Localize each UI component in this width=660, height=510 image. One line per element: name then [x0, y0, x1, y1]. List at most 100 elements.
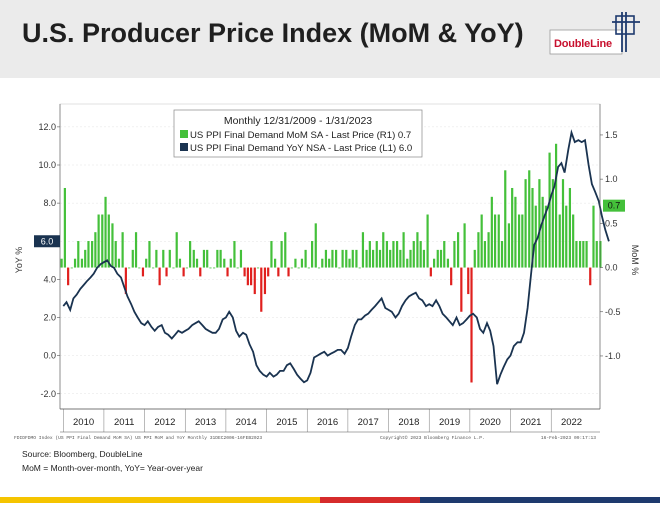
mom-bar	[277, 267, 280, 277]
page-title: U.S. Producer Price Index (MoM & YoY)	[22, 18, 524, 48]
x-tick-label: 2020	[480, 417, 501, 428]
mom-bar	[422, 249, 426, 268]
mom-bar	[253, 267, 256, 295]
bloomberg-footer-right: 16-Feb-2023 09:17:13	[541, 435, 596, 441]
mom-bar	[477, 232, 480, 268]
mom-bar	[375, 241, 378, 268]
right-tick-label: -0.5	[605, 307, 621, 317]
mom-bar	[158, 267, 161, 286]
mom-bar	[141, 267, 145, 277]
mom-bar	[582, 241, 585, 268]
mom-bar	[70, 267, 73, 269]
x-tick-label: 2012	[154, 417, 175, 428]
mom-bar	[385, 241, 389, 268]
mom-bar	[219, 249, 222, 268]
mom-bar	[599, 241, 602, 268]
legend: Monthly 12/31/2009 - 1/31/2023 US PPI Fi…	[173, 109, 423, 158]
mom-bar	[246, 267, 249, 286]
mom-bar	[287, 267, 290, 277]
mom-bar	[572, 214, 575, 268]
mom-bar	[73, 258, 77, 268]
stripe-yellow	[0, 497, 320, 503]
mom-bar	[314, 223, 317, 268]
mom-bar	[463, 223, 466, 268]
mom-bar	[101, 214, 104, 268]
mom-bar	[432, 258, 436, 268]
mom-bar	[402, 232, 405, 268]
mom-bar	[97, 214, 100, 268]
legend-swatch-yoy	[180, 143, 188, 151]
right-tick-label: -1.0	[605, 351, 621, 361]
mom-bar	[256, 267, 260, 269]
mom-bar	[263, 267, 267, 295]
last-yoy-marker: 6.0	[34, 235, 60, 248]
stripe-navy	[420, 497, 660, 503]
mom-bar	[209, 267, 212, 269]
mom-bar	[233, 241, 236, 268]
mom-bar	[365, 249, 368, 268]
mom-bar	[406, 258, 409, 268]
mom-bar	[470, 267, 473, 383]
mom-bar	[300, 258, 304, 268]
mom-bar	[334, 249, 338, 268]
mom-bar	[117, 258, 121, 268]
mom-bar	[348, 258, 351, 268]
mom-bar	[412, 241, 415, 268]
mom-bar	[490, 196, 493, 268]
mom-bar	[473, 249, 476, 268]
mom-bar	[128, 267, 131, 269]
mom-bar	[439, 249, 443, 268]
mom-bar	[77, 241, 80, 268]
stripe-red	[320, 497, 420, 503]
mom-bar	[561, 179, 565, 268]
mom-bar	[524, 179, 527, 268]
mom-bar	[351, 249, 354, 268]
y-axis-right-label: MoM %	[630, 245, 640, 276]
mom-bar	[361, 232, 365, 268]
mom-bar	[338, 267, 341, 269]
mom-bar	[274, 258, 277, 268]
mom-bar	[426, 214, 429, 268]
ppi-chart: 12.0 10.0 8.0 6.0 4.0 2.0 0.0 -2.0 1.5 1.0 0.5 0.0…	[14, 103, 640, 441]
mom-bar	[578, 241, 582, 268]
mom-bar	[378, 249, 382, 268]
mom-bar	[172, 267, 175, 269]
mom-bar	[595, 241, 598, 268]
mom-bar	[267, 267, 270, 277]
mom-bar	[467, 267, 470, 295]
mom-bar	[487, 232, 490, 268]
mom-bar	[480, 214, 483, 268]
y-axis-left-label: YoY %	[14, 247, 24, 274]
mom-bar	[80, 258, 84, 268]
x-tick-label: 2016	[317, 417, 338, 428]
x-tick-label: 2022	[561, 417, 582, 428]
mom-bar	[565, 205, 568, 268]
mom-bar	[534, 205, 537, 268]
mom-bar	[446, 258, 450, 268]
mom-bar	[504, 170, 507, 268]
mom-bar	[409, 249, 412, 268]
last-yoy-value: 6.0	[41, 236, 54, 246]
mom-bar	[226, 267, 229, 277]
x-tick-label: 2019	[439, 417, 460, 428]
mom-bar	[558, 214, 561, 268]
mom-bar	[589, 267, 592, 286]
mom-bar	[355, 249, 358, 268]
x-tick-label: 2010	[73, 417, 94, 428]
mom-bar	[223, 258, 226, 268]
mom-bar	[450, 267, 453, 286]
mom-bar	[111, 223, 114, 268]
mom-bar	[551, 179, 554, 268]
mom-bar	[91, 241, 94, 268]
right-tick-label: 0.0	[605, 263, 618, 273]
mom-bar	[195, 258, 199, 268]
mom-bar	[114, 241, 117, 268]
mom-bar	[192, 249, 195, 268]
abbreviation-note: MoM = Month-over-month, YoY= Year-over-y…	[22, 463, 203, 473]
mom-bar	[399, 249, 402, 268]
mom-bar	[250, 267, 253, 286]
mom-bar	[280, 241, 283, 268]
mom-bar	[290, 267, 293, 269]
mom-bar	[531, 187, 534, 268]
mom-bar	[124, 267, 127, 295]
